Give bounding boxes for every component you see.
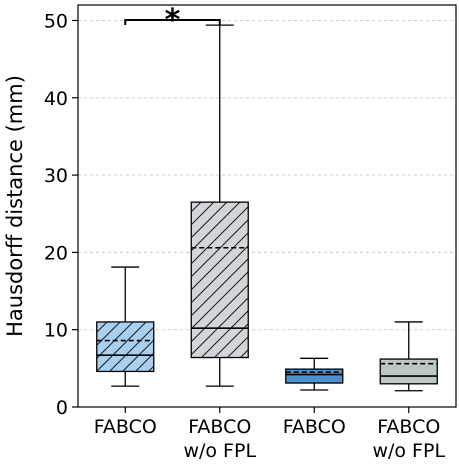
box-outline	[96, 321, 155, 373]
significance-star: *	[165, 3, 181, 38]
box-hatch	[191, 202, 249, 358]
box-outline	[379, 358, 438, 385]
significance-annotation: *	[124, 3, 221, 38]
y-tick-label: 40	[44, 88, 68, 110]
x-tick-label-line2: w/o FPL	[183, 440, 256, 462]
boxes	[96, 24, 438, 392]
y-tick-label: 20	[44, 242, 68, 264]
x-tick-label-line2: w/o FPL	[372, 440, 445, 462]
y-tick-label: 50	[44, 10, 68, 32]
y-tick-label: 0	[56, 397, 68, 419]
x-tick-label: FABCO	[94, 416, 157, 438]
significance-bracket	[124, 19, 221, 25]
y-axis-title: Hausdorff distance (mm)	[3, 75, 27, 337]
plot-frame	[77, 4, 457, 408]
box-fill	[285, 369, 343, 384]
x-tick-label: FABCO	[188, 416, 251, 438]
box-fill	[380, 359, 438, 384]
x-tick-label: FABCO	[377, 416, 440, 438]
box-hatch	[96, 321, 154, 372]
y-tick-label: 30	[44, 165, 68, 187]
box-outline	[285, 368, 344, 384]
x-tick-label: FABCO	[283, 416, 346, 438]
box-outline	[190, 201, 249, 359]
y-tick-label: 10	[44, 320, 68, 342]
